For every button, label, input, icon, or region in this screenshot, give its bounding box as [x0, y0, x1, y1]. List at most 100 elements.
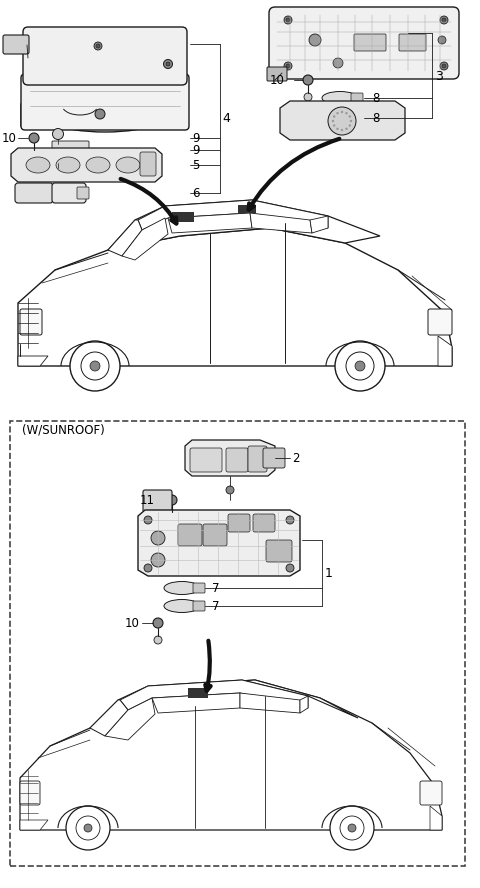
Circle shape [167, 495, 177, 505]
FancyBboxPatch shape [269, 7, 459, 79]
FancyBboxPatch shape [420, 781, 442, 805]
Circle shape [96, 44, 100, 48]
Polygon shape [138, 200, 328, 230]
Circle shape [94, 42, 102, 50]
Bar [172, 212, 194, 222]
Circle shape [309, 34, 321, 46]
Text: 10: 10 [125, 616, 140, 630]
Circle shape [29, 133, 39, 143]
FancyBboxPatch shape [248, 446, 267, 472]
Circle shape [52, 129, 63, 139]
Polygon shape [280, 101, 405, 140]
Circle shape [151, 531, 165, 545]
Polygon shape [240, 693, 300, 713]
Circle shape [304, 93, 312, 101]
Circle shape [438, 36, 446, 44]
FancyBboxPatch shape [20, 309, 42, 335]
Polygon shape [168, 213, 252, 233]
Polygon shape [122, 218, 168, 260]
Circle shape [95, 109, 105, 119]
Text: 9: 9 [192, 131, 200, 145]
FancyBboxPatch shape [351, 113, 363, 123]
Ellipse shape [26, 157, 50, 173]
Circle shape [81, 352, 109, 380]
Text: 1: 1 [325, 567, 333, 580]
Ellipse shape [322, 91, 358, 105]
FancyBboxPatch shape [52, 165, 92, 175]
Text: 5: 5 [192, 158, 199, 171]
Polygon shape [300, 696, 308, 713]
Polygon shape [105, 698, 155, 740]
Text: 2: 2 [292, 451, 300, 464]
FancyBboxPatch shape [21, 74, 189, 130]
Polygon shape [185, 440, 275, 476]
FancyBboxPatch shape [351, 93, 363, 103]
Circle shape [151, 553, 165, 567]
FancyBboxPatch shape [263, 448, 285, 468]
Circle shape [330, 806, 374, 850]
Polygon shape [90, 700, 128, 736]
Circle shape [333, 58, 343, 68]
Polygon shape [120, 680, 308, 710]
Ellipse shape [23, 72, 187, 132]
Circle shape [76, 816, 100, 840]
Circle shape [303, 75, 313, 85]
Circle shape [66, 806, 110, 850]
Polygon shape [310, 216, 328, 233]
Circle shape [442, 64, 446, 68]
Circle shape [166, 62, 170, 66]
Circle shape [144, 516, 152, 524]
Text: 7: 7 [212, 599, 219, 613]
Circle shape [345, 112, 348, 115]
FancyBboxPatch shape [143, 490, 172, 512]
Bar [188, 688, 208, 698]
Text: 6: 6 [192, 186, 200, 200]
Circle shape [348, 124, 351, 127]
Circle shape [153, 618, 163, 628]
Circle shape [168, 512, 176, 520]
FancyBboxPatch shape [52, 183, 86, 203]
Text: 4: 4 [222, 112, 230, 124]
Text: 11: 11 [140, 494, 155, 506]
Circle shape [226, 486, 234, 494]
Polygon shape [90, 680, 358, 728]
FancyBboxPatch shape [52, 141, 89, 151]
Circle shape [90, 361, 100, 371]
Polygon shape [138, 510, 300, 576]
Circle shape [440, 62, 448, 70]
Polygon shape [438, 336, 452, 366]
Circle shape [70, 341, 120, 391]
Circle shape [284, 62, 292, 70]
FancyBboxPatch shape [399, 34, 426, 51]
FancyBboxPatch shape [253, 514, 275, 532]
Circle shape [84, 824, 92, 832]
Circle shape [336, 128, 339, 130]
FancyBboxPatch shape [190, 448, 222, 472]
Text: 9: 9 [192, 144, 200, 156]
FancyBboxPatch shape [428, 309, 452, 335]
Polygon shape [250, 213, 312, 233]
Circle shape [286, 564, 294, 572]
FancyBboxPatch shape [15, 183, 53, 203]
Text: 10: 10 [270, 74, 285, 86]
Ellipse shape [116, 157, 140, 173]
Circle shape [440, 16, 448, 24]
Text: 8: 8 [372, 91, 379, 105]
Circle shape [340, 816, 364, 840]
Circle shape [346, 352, 374, 380]
Circle shape [333, 115, 336, 118]
FancyBboxPatch shape [228, 514, 250, 532]
Text: 10: 10 [2, 131, 17, 145]
Circle shape [345, 128, 348, 130]
Bar [10, 421, 465, 866]
Polygon shape [20, 820, 48, 830]
FancyBboxPatch shape [77, 187, 89, 199]
Circle shape [284, 16, 292, 24]
Circle shape [355, 361, 365, 371]
Bar [238, 205, 256, 213]
Circle shape [52, 153, 63, 163]
FancyBboxPatch shape [203, 524, 227, 546]
Polygon shape [11, 148, 162, 182]
Circle shape [341, 111, 343, 113]
FancyBboxPatch shape [226, 448, 248, 472]
